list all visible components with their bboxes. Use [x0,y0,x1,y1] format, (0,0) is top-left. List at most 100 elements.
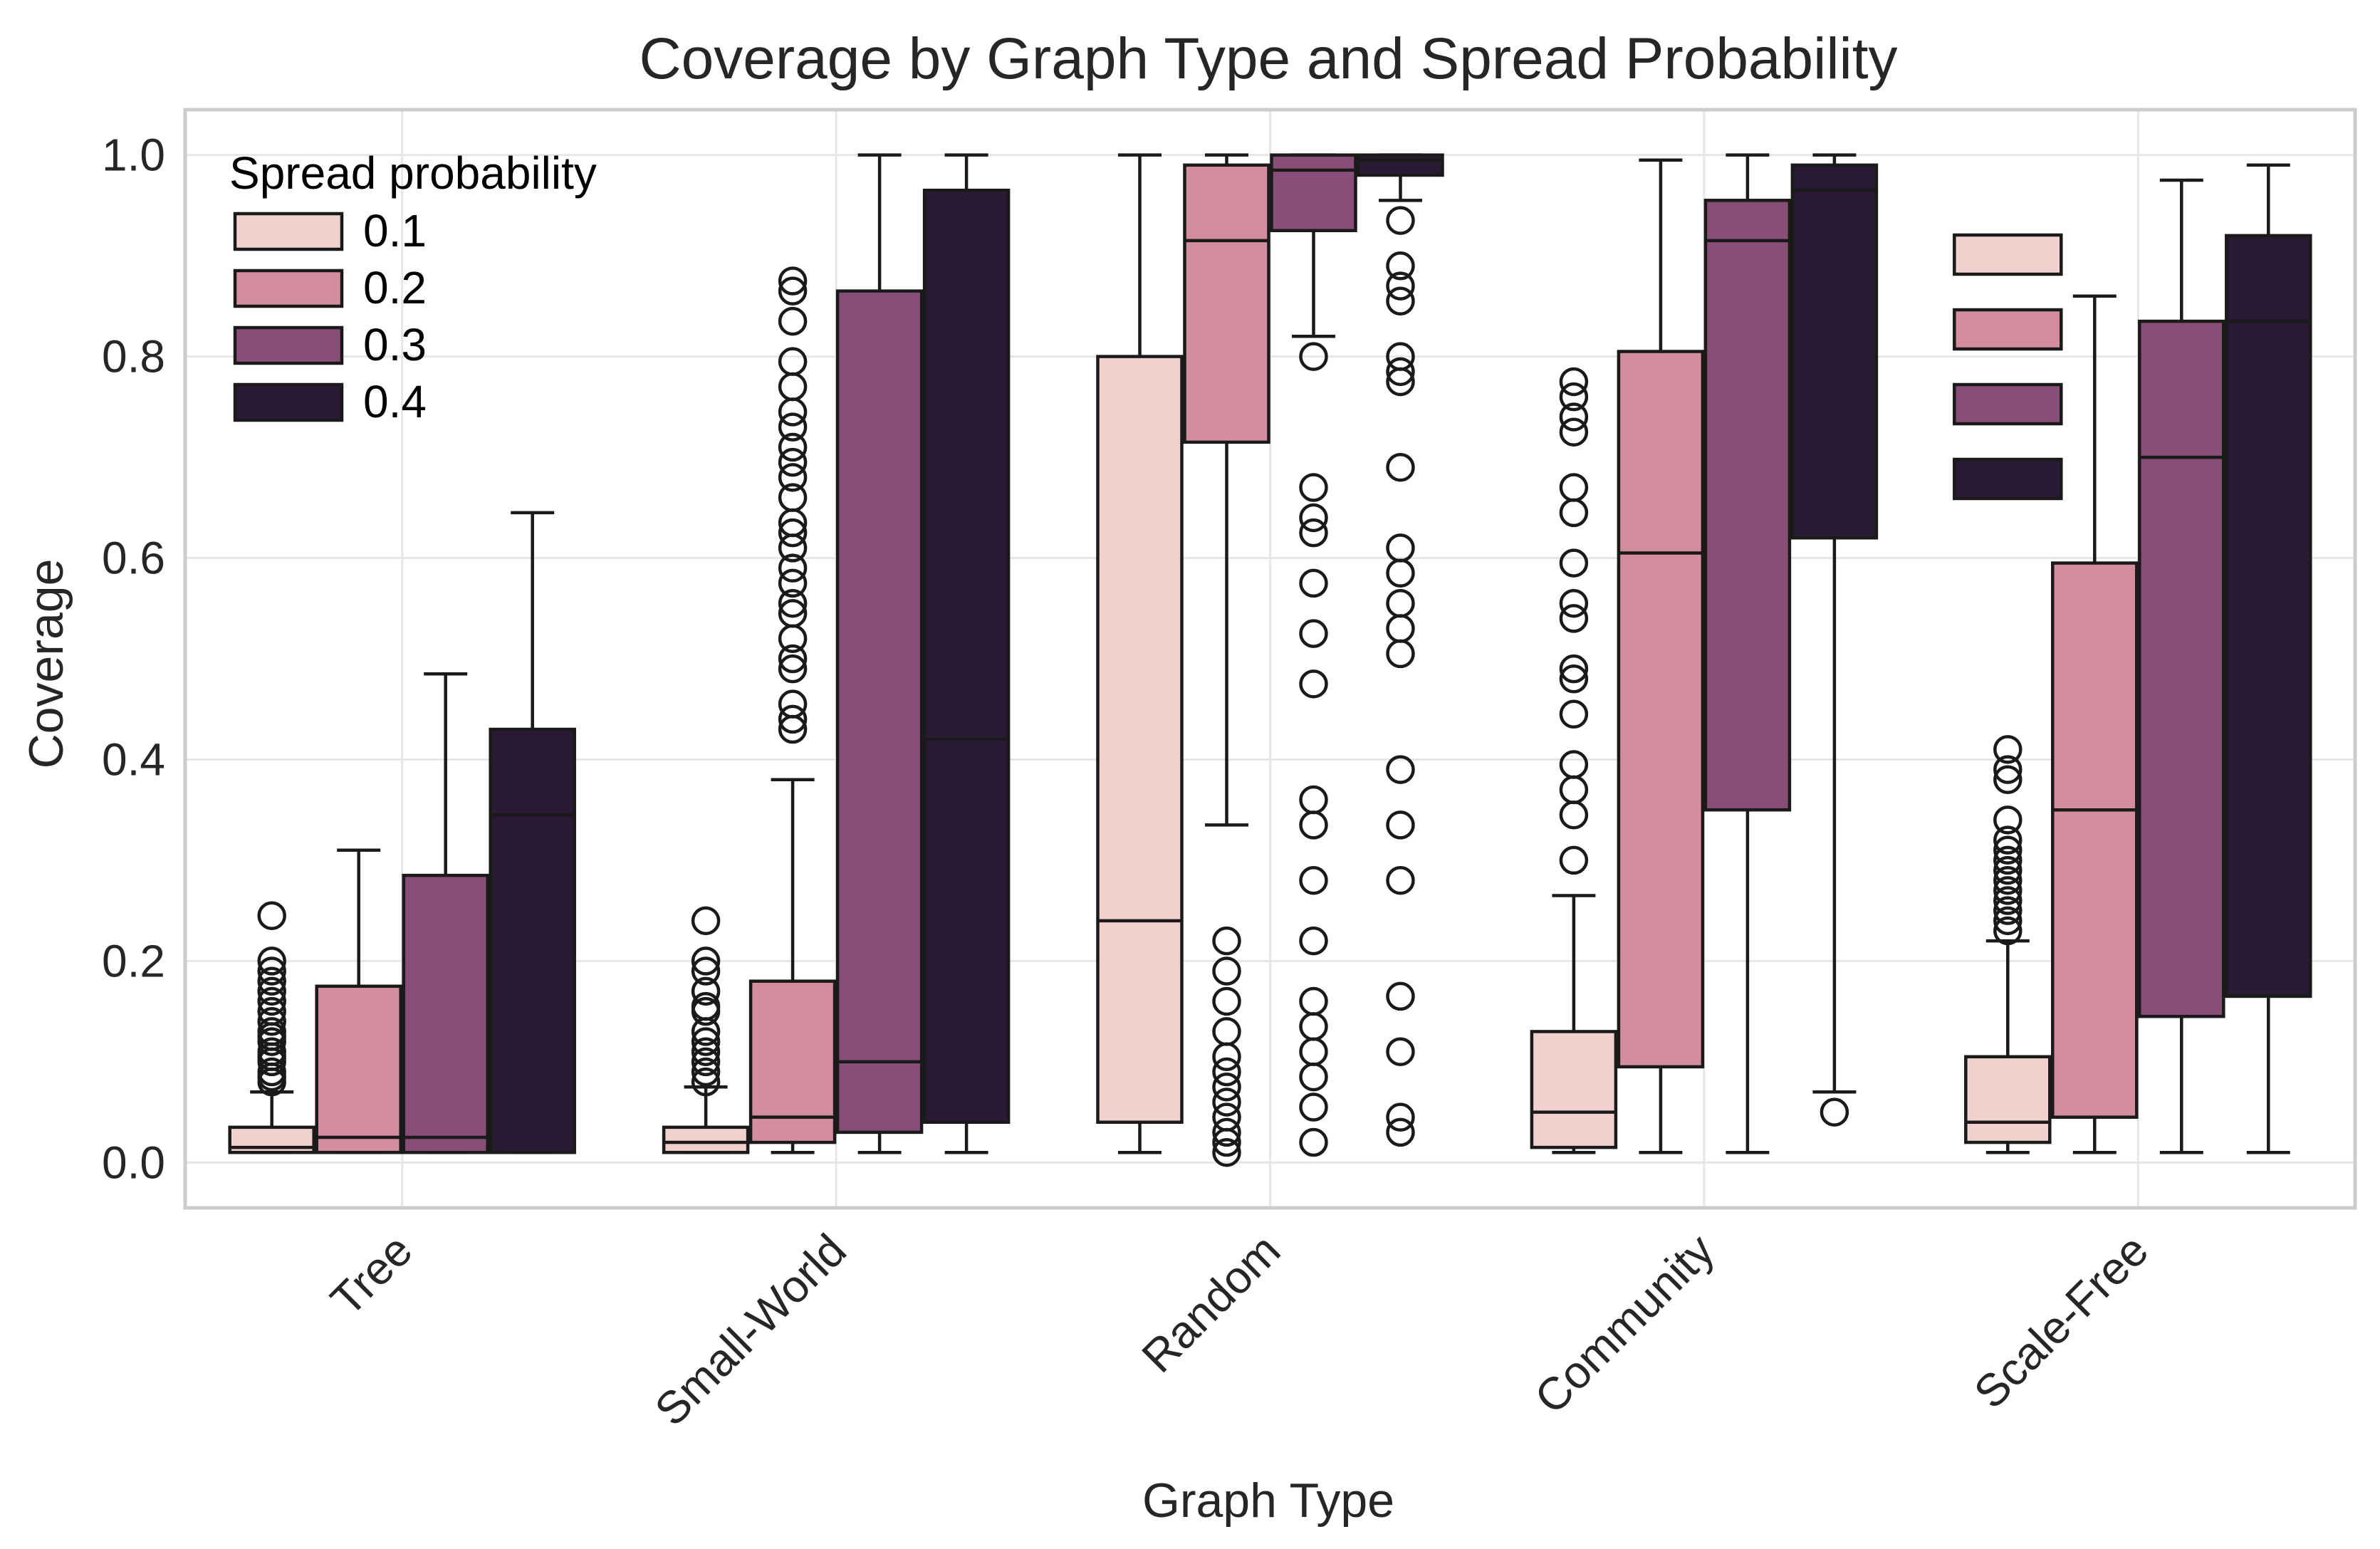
box-iqr [489,727,576,1154]
y-tick-label: 1.0 [102,130,165,181]
legend-swatch [233,212,344,251]
outlier-point [1559,473,1589,502]
outlier-point [691,991,721,1021]
box-iqr [835,289,924,1135]
outlier-point [1386,810,1415,840]
box-iqr [1703,199,1792,812]
outlier-point [778,568,808,598]
outlier-point [1299,473,1328,502]
outlier-point [1820,1097,1849,1127]
outlier-point [1299,342,1328,371]
outlier-point [1559,604,1589,633]
outlier-point [1299,669,1328,699]
outlier-point [257,966,286,996]
outlier-point [778,518,808,548]
outlier-point [1559,548,1589,578]
box-iqr [1790,163,1879,540]
box-Community-0.2 [1617,158,1705,1154]
outlier-point [1212,1088,1241,1117]
outlier-point [691,1037,721,1066]
box-Tree-0.2 [315,848,402,1154]
outlier-point [691,1047,721,1077]
outlier-point [778,463,808,492]
box-Tree-0.1 [228,901,315,1154]
scale-free-swatch [1953,233,2063,276]
series-0.4 [489,153,2312,1154]
outlier-point [1559,750,1589,779]
y-axis-label: Coverage [19,559,73,769]
outlier-point [691,976,721,1006]
outlier-point [1559,382,1589,412]
box-Small-World-0.1 [662,906,750,1154]
outlier-point [1559,845,1589,875]
outlier-point [691,956,721,986]
y-tick-label: 0.2 [102,935,165,986]
outlier-point [1559,699,1589,729]
legend-swatch [233,268,344,308]
box-Small-World-0.4 [922,153,1011,1154]
scale-free-swatch [1953,382,2063,426]
outlier-point [257,986,286,1016]
outlier-point [1559,402,1589,432]
outlier-point [1386,1102,1415,1132]
outlier-point [1386,286,1415,316]
outlier-point [1212,1057,1241,1087]
y-tick-label: 0.6 [102,533,165,584]
box-Random-0.2 [1183,153,1270,1167]
legend-items: 0.1 0.2 0.3 0.4 [233,205,427,427]
outlier-point [257,901,286,930]
outlier-point [257,946,286,976]
legend-label: 0.1 [363,205,427,256]
outlier-point [1993,755,2023,784]
outlier-point [691,906,721,936]
outlier-point [257,996,286,1026]
outlier-point [778,483,808,512]
box-iqr [748,979,837,1144]
outlier-point [1559,588,1589,618]
outlier-point [1559,654,1589,684]
outlier-point [1212,956,1241,986]
outlier-point [778,276,808,306]
box-Scale-Free-0.1 [1964,735,2052,1154]
box-Tree-0.4 [489,511,576,1154]
box-Random-0.1 [1096,153,1184,1154]
outlier-point [778,447,808,477]
outlier-point [257,1057,286,1087]
outlier-point [691,1057,721,1087]
outlier-point [1299,503,1328,533]
box-iqr [1270,153,1357,233]
box-Small-World-0.2 [748,266,837,1154]
outlier-point [1299,518,1328,548]
outlier-point [778,412,808,442]
outlier-point [1212,1117,1241,1147]
box-Tree-0.3 [402,672,489,1154]
outlier-point [1386,251,1415,281]
outlier-point [1299,568,1328,598]
box-iqr [315,984,402,1154]
outlier-point [1993,735,2023,764]
outlier-point [257,976,286,1006]
box-iqr [1096,355,1184,1125]
outlier-point [1993,906,2023,936]
outlier-point [257,1017,286,1046]
outlier-point [1559,367,1589,397]
series-0.3 [402,153,2225,1157]
box-Random-0.4 [1357,153,1444,1147]
outlier-point [257,1007,286,1036]
box-Small-World-0.3 [835,153,924,1154]
outlier-point [778,644,808,674]
scale-free-swatch [1953,457,2063,501]
plot-frame [183,108,2357,1210]
outlier-point [1993,886,2023,915]
box-iqr [1964,1055,2052,1144]
outlier-point [1212,926,1241,956]
legend-label: 0.3 [363,319,427,370]
legend: Spread probability 0.1 0.2 0.3 0.4 [229,147,597,427]
outlier-point [1993,916,2023,946]
scale-free-swatch [1953,308,2063,351]
outlier-point [1993,805,2023,835]
box-iqr [2225,234,2312,998]
y-tick-label: 0.0 [102,1137,165,1188]
outlier-point [1212,1137,1241,1167]
outlier-point [1993,865,2023,895]
